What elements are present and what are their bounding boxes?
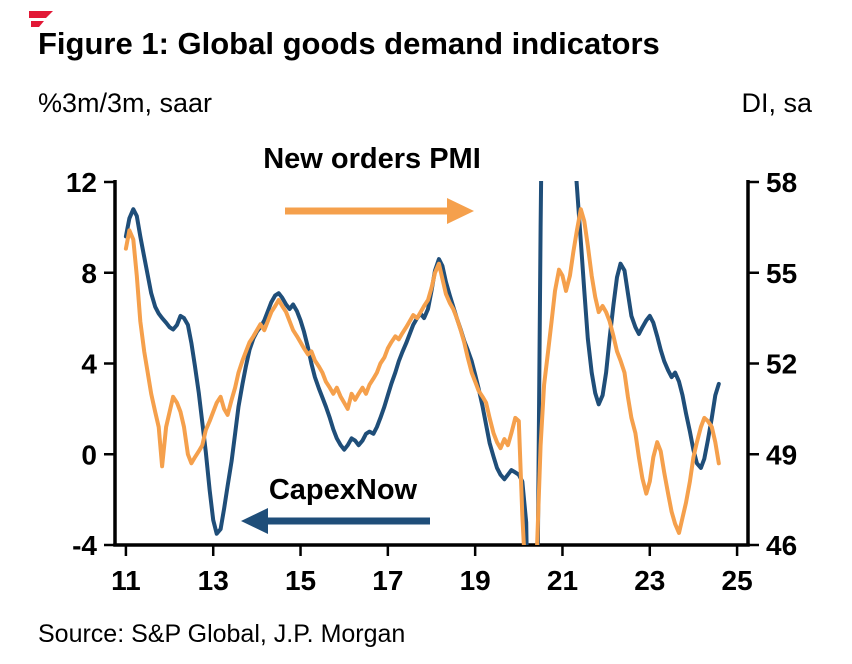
right-axis-tick-label: 55: [766, 258, 797, 289]
right-axis-title: DI, sa: [741, 88, 812, 118]
jpm-red-mark-icon: [29, 11, 53, 27]
capex-series-label: CapexNow: [268, 474, 418, 506]
right-axis-tick-label: 49: [766, 439, 797, 470]
x-axis-tick-label: 13: [198, 565, 229, 596]
x-axis-tick-label: 17: [372, 565, 403, 596]
x-axis-tick-label: 19: [460, 565, 491, 596]
pmi-right-arrow-icon: [447, 198, 474, 224]
left-axis-tick-label: 8: [81, 258, 97, 289]
capex-left-arrow-icon: [241, 508, 268, 534]
x-axis-tick-label: 11: [111, 565, 141, 596]
right-axis-tick-label: 58: [766, 167, 797, 198]
right-axis-tick-label: 52: [766, 349, 797, 380]
pmi-series-label: New orders PMI: [263, 143, 481, 175]
new-orders-pmi-line: [123, 207, 721, 545]
x-axis-tick-label: 15: [285, 565, 316, 596]
x-axis-tick-label: 23: [634, 565, 665, 596]
left-axis-tick-label: -4: [72, 530, 97, 561]
left-axis-tick-label: 4: [81, 349, 97, 380]
capexnow-line: [123, 181, 721, 545]
x-axis-tick-label: 25: [722, 565, 753, 596]
left-axis-tick-label: 0: [81, 439, 97, 470]
x-axis-tick-label: 21: [547, 565, 578, 596]
left-axis-title: %3m/3m, saar: [38, 88, 213, 118]
figure-title: Figure 1: Global goods demand indicators: [38, 26, 660, 61]
source-note: Source: S&P Global, J.P. Morgan: [38, 620, 406, 648]
right-axis-tick-label: 46: [766, 530, 797, 561]
left-axis-tick-label: 12: [66, 167, 97, 198]
